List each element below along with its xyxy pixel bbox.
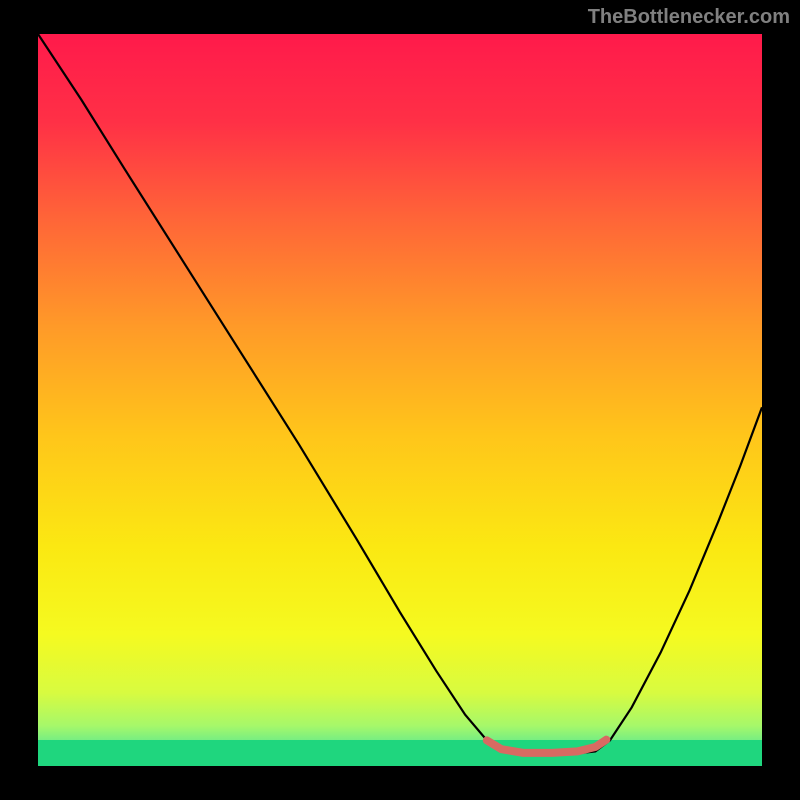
chart-container: TheBottlenecker.com (0, 0, 800, 800)
curve-svg (38, 34, 762, 766)
optimal-range-marker (487, 740, 606, 753)
watermark-text: TheBottlenecker.com (588, 6, 790, 29)
bottleneck-curve (38, 34, 762, 754)
plot-area (38, 34, 762, 766)
